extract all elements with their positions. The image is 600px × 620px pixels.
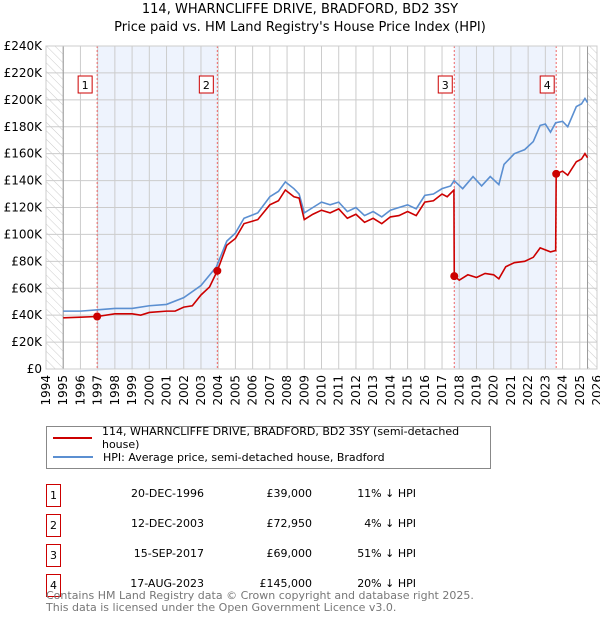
sale-price: £72,950 bbox=[266, 517, 313, 530]
x-tick-label: 1996 bbox=[73, 375, 87, 406]
y-tick-label: £160K bbox=[4, 147, 44, 161]
chart-subtitle: Price paid vs. HM Land Registry's House … bbox=[114, 20, 486, 35]
x-tick-label: 2011 bbox=[332, 375, 346, 406]
x-tick-label: 2009 bbox=[297, 375, 311, 406]
y-tick-label: £180K bbox=[4, 120, 44, 134]
footer-copyright: Contains HM Land Registry data © Crown c… bbox=[46, 589, 474, 602]
x-tick-label: 2024 bbox=[556, 375, 570, 406]
sale-price: £39,000 bbox=[266, 487, 313, 500]
x-tick-label: 2005 bbox=[228, 375, 242, 406]
x-tick-label: 2003 bbox=[194, 375, 208, 406]
sale-marker-label: 4 bbox=[544, 79, 551, 92]
x-tick-label: 2020 bbox=[487, 375, 501, 406]
sale-marker-box bbox=[198, 75, 214, 94]
price-paid-line bbox=[63, 152, 589, 319]
chart-title: 114, WHARNCLIFFE DRIVE, BRADFORD, BD2 3S… bbox=[141, 2, 459, 17]
sale-date: 20-DEC-1996 bbox=[130, 487, 204, 500]
x-tick-label: 2008 bbox=[280, 375, 294, 406]
legend-swatch-blue bbox=[53, 456, 93, 458]
sale-marker-badge: 4 bbox=[46, 574, 61, 597]
sale-price: £69,000 bbox=[266, 547, 313, 560]
sale-marker-box bbox=[77, 75, 93, 94]
y-tick-label: £100K bbox=[4, 227, 44, 241]
x-tick-label: 2001 bbox=[160, 375, 174, 406]
y-tick-label: £0 bbox=[27, 362, 42, 376]
y-tick-label: £60K bbox=[11, 281, 43, 295]
hpi-difference: 4% ↓ HPI bbox=[364, 517, 416, 530]
y-tick-label: £240K bbox=[4, 39, 44, 53]
sale-date: 15-SEP-2017 bbox=[133, 547, 204, 560]
legend-item-property: 114, WHARNCLIFFE DRIVE, BRADFORD, BD2 3S… bbox=[53, 425, 490, 451]
x-tick-label: 2013 bbox=[366, 375, 380, 406]
x-tick-label: 2012 bbox=[349, 375, 363, 406]
sale-marker-badge: 2 bbox=[46, 514, 61, 537]
legend: 114, WHARNCLIFFE DRIVE, BRADFORD, BD2 3S… bbox=[46, 425, 491, 469]
x-tick-label: 2017 bbox=[435, 375, 449, 406]
y-tick-label: £20K bbox=[11, 335, 43, 349]
x-tick-label: 2000 bbox=[142, 375, 156, 406]
sale-marker-label: 2 bbox=[203, 79, 210, 92]
x-tick-label: 2025 bbox=[573, 375, 587, 406]
sale-marker-box bbox=[539, 75, 555, 94]
y-tick-label: £200K bbox=[4, 93, 44, 107]
x-tick-label: 2019 bbox=[469, 375, 483, 406]
x-tick-label: 2018 bbox=[452, 375, 466, 406]
x-tick-label: 1998 bbox=[108, 375, 122, 406]
hpi-difference: 51% ↓ HPI bbox=[357, 547, 416, 560]
y-tick-label: £140K bbox=[4, 174, 44, 188]
sale-marker-label: 3 bbox=[442, 79, 449, 92]
footer-licence: This data is licensed under the Open Gov… bbox=[46, 601, 397, 614]
sale-point bbox=[552, 169, 561, 178]
x-tick-label: 2023 bbox=[538, 375, 552, 406]
x-tick-label: 2021 bbox=[504, 375, 518, 406]
sale-marker-label: 1 bbox=[82, 79, 89, 92]
x-tick-label: 1995 bbox=[56, 375, 70, 406]
legend-label: 114, WHARNCLIFFE DRIVE, BRADFORD, BD2 3S… bbox=[101, 425, 460, 451]
price-chart: £0 £20K £40K £60K £80K £100K £120K £140K £160K £1… bbox=[4, 39, 600, 406]
x-tick-label: 2007 bbox=[263, 375, 277, 406]
x-tick-label: 2022 bbox=[521, 375, 535, 406]
sale-price: £145,000 bbox=[259, 577, 313, 590]
x-tick-label: 2016 bbox=[418, 375, 432, 406]
x-tick-label: 1999 bbox=[125, 375, 139, 406]
legend-label: HPI: Average price, semi-detached house,… bbox=[103, 450, 385, 464]
y-tick-label: £40K bbox=[11, 308, 43, 322]
x-tick-label: 2014 bbox=[383, 375, 397, 406]
x-tick-label: 1997 bbox=[91, 375, 105, 406]
sale-point bbox=[450, 272, 459, 281]
x-tick-label: 2015 bbox=[401, 375, 415, 406]
y-tick-label: £80K bbox=[11, 254, 43, 268]
hpi-line bbox=[63, 97, 589, 312]
sale-marker-badge: 1 bbox=[46, 484, 61, 507]
sale-marker-box bbox=[437, 75, 453, 94]
legend-swatch-red bbox=[53, 437, 92, 439]
x-tick-label: 2004 bbox=[211, 375, 225, 406]
x-tick-label: 2026 bbox=[590, 375, 600, 406]
sale-marker-badge: 3 bbox=[46, 544, 61, 567]
y-tick-label: £220K bbox=[4, 66, 44, 80]
sale-date: 17-AUG-2023 bbox=[130, 577, 204, 590]
x-tick-label: 2006 bbox=[246, 375, 260, 406]
x-tick-label: 2010 bbox=[315, 375, 329, 406]
sale-date: 12-DEC-2003 bbox=[130, 517, 204, 530]
x-tick-label: 2002 bbox=[177, 375, 191, 406]
legend-item-hpi: HPI: Average price, semi-detached house,… bbox=[53, 449, 385, 465]
hpi-difference: 11% ↓ HPI bbox=[357, 487, 416, 500]
plot-border bbox=[45, 45, 598, 370]
hpi-difference: 20% ↓ HPI bbox=[357, 577, 416, 590]
sale-point bbox=[93, 312, 102, 321]
sale-point bbox=[213, 266, 222, 275]
y-tick-label: £120K bbox=[4, 201, 44, 215]
x-tick-label: 1994 bbox=[39, 375, 53, 406]
